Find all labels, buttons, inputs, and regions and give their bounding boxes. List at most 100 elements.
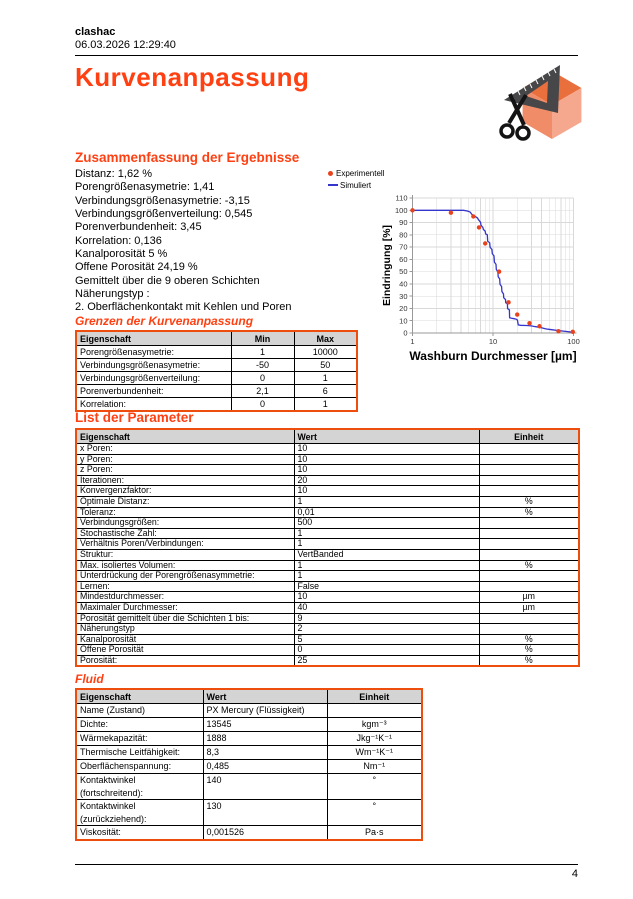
summary-line: Verbindungsgrößenasymetrie: -3,15 (75, 194, 250, 207)
table-cell: 25 (293, 654, 480, 667)
header-divider (75, 55, 578, 56)
table-row: Offene Porosität 0% (75, 644, 580, 656)
table-cell: -50 (230, 358, 295, 372)
table-cell: 9 (293, 612, 480, 625)
svg-text:50: 50 (399, 267, 407, 276)
table-cell: Max. isoliertes Volumen: (75, 559, 295, 572)
table-header-row: Eigenschaft Min Max (75, 330, 358, 346)
fluid-heading: Fluid (75, 672, 104, 686)
table-cell: Kontaktwinkel (zurückziehend): (75, 799, 204, 826)
table-cell: % (478, 633, 580, 646)
table-header-cell: Eigenschaft (75, 330, 232, 346)
table-row: Porenverbundenheit: 2,1 6 (75, 384, 358, 398)
table-cell: Verbindungsgrößenasymetrie: (75, 358, 232, 372)
legend-label: Experimentell (336, 169, 385, 178)
table-cell: 40 (293, 601, 480, 614)
table-row: Kanalporosität 5% (75, 633, 580, 646)
table-cell: Toleranz: (75, 506, 295, 519)
table-cell: 6 (293, 384, 358, 398)
svg-text:20: 20 (399, 304, 407, 313)
svg-text:100: 100 (567, 337, 580, 346)
svg-text:90: 90 (399, 218, 407, 227)
summary-line: Porengrößenasymetrie: 1,41 (75, 181, 215, 194)
summary-line: Offene Porosität 24,19 % (75, 261, 198, 274)
table-cell: 500 (293, 517, 480, 529)
table-row: y Poren: 10 (75, 453, 580, 466)
table-header-cell: Wert (293, 428, 480, 444)
svg-text:Eindringung [%]: Eindringung [%] (381, 225, 393, 306)
table-row: Korrelation: 0 1 (75, 397, 358, 412)
table-cell: 0,01 (293, 506, 480, 519)
limits-heading: Grenzen der Kurvenanpassung (75, 314, 254, 328)
table-cell (478, 612, 580, 625)
table-cell: 1 (293, 538, 480, 550)
table-cell: Wm⁻¹K⁻¹ (326, 745, 423, 760)
table-row: Maximaler Durchmesser: 40 µm (75, 601, 580, 614)
table-cell: Struktur: (75, 548, 295, 561)
svg-text:10: 10 (489, 337, 497, 346)
table-cell: 1 (293, 559, 480, 572)
table-row: z Poren: 10 (75, 464, 580, 476)
table-cell: 20 (293, 474, 480, 487)
summary-line: Porenverbundenheit: 3,45 (75, 221, 202, 234)
table-cell: PX Mercury (Flüssigkeit) (202, 703, 328, 718)
table-cell: 140 (202, 773, 328, 800)
table-cell (478, 485, 580, 497)
svg-text:10: 10 (399, 316, 407, 325)
table-cell: Mindestdurchmesser: (75, 591, 295, 603)
table-row: Unterdrückung der Porengrößenasymmetrie:… (75, 570, 580, 582)
table-cell: % (478, 559, 580, 572)
table-cell: Korrelation: (75, 397, 232, 412)
table-cell: 0,001526 (202, 825, 328, 841)
table-cell: Konvergenzfaktor: (75, 485, 295, 497)
table-cell (478, 453, 580, 466)
table-cell: 1 (293, 527, 480, 540)
table-cell: Verhältnis Poren/Verbindungen: (75, 538, 295, 550)
table-cell (478, 580, 580, 593)
table-cell (478, 464, 580, 476)
table-header-cell: Max (293, 330, 358, 346)
table-header-cell: Wert (202, 688, 328, 704)
table-row: Kontaktwinkel (zurückziehend): 130 ° (75, 799, 423, 826)
table-cell: 1888 (202, 731, 328, 746)
svg-text:30: 30 (399, 292, 407, 301)
table-row: Optimale Distanz: 1% (75, 495, 580, 508)
table-cell (478, 517, 580, 529)
table-cell (478, 527, 580, 540)
legend-label: Simuliert (340, 180, 372, 190)
table-cell: Kontaktwinkel (fortschreitend): (75, 773, 204, 800)
table-cell: % (478, 644, 580, 656)
table-cell: 1 (293, 397, 358, 412)
table-cell (478, 443, 580, 455)
table-cell: 0,485 (202, 759, 328, 774)
table-cell: 130 (202, 799, 328, 826)
svg-text:1: 1 (410, 337, 414, 346)
table-row: Verbindungsgrößenverteilung: 0 1 (75, 371, 358, 385)
table-cell: Name (Zustand) (75, 703, 204, 718)
table-row: Porosität: 25% (75, 654, 580, 667)
svg-text:40: 40 (399, 280, 407, 289)
table-cell: Porosität: (75, 654, 295, 667)
table-cell: Porenverbundenheit: (75, 384, 232, 398)
penetration-chart: Experimentell Simuliert 0 10 20 30 40 50 60 70 8… (318, 162, 588, 367)
svg-text:80: 80 (399, 230, 407, 239)
table-cell: ° (326, 799, 423, 826)
table-cell: 13545 (202, 717, 328, 732)
table-cell: Pa·s (326, 825, 423, 841)
fluid-table: Eigenschaft Wert Einheit Name (Zustand) PX M… (75, 688, 423, 841)
table-cell: % (478, 506, 580, 519)
table-cell: Porosität gemittelt über die Schichten 1… (75, 612, 295, 625)
table-row: Name (Zustand) PX Mercury (Flüssigkeit) (75, 703, 423, 718)
table-cell: 10 (293, 453, 480, 466)
table-row: Lernen: False (75, 580, 580, 593)
table-cell (478, 570, 580, 582)
table-header-cell: Eigenschaft (75, 688, 204, 704)
table-cell: 10000 (293, 345, 358, 359)
table-cell: z Poren: (75, 464, 295, 476)
table-cell: Thermische Leitfähigkeit: (75, 745, 204, 760)
table-cell: % (478, 495, 580, 508)
table-cell: Oberflächenspannung: (75, 759, 204, 774)
report-timestamp: 06.03.2026 12:29:40 (75, 39, 176, 51)
table-cell: Stochastische Zahl: (75, 527, 295, 540)
